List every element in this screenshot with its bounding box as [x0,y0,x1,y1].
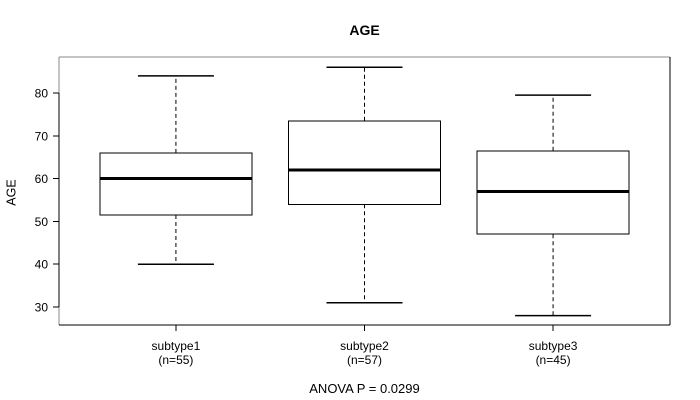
y-tick-label: 80 [35,86,49,100]
category-name: subtype1 [151,339,201,353]
category-n-count: (n=57) [346,353,383,367]
y-tick-label: 60 [35,172,49,186]
y-tick-label: 50 [35,215,49,229]
x-axis-category-label: subtype2 (n=57) [295,339,435,367]
category-name: subtype3 [528,339,578,353]
y-tick-label: 40 [35,258,49,272]
chart-title: AGE [349,22,380,38]
iqr-box [288,120,441,205]
y-tick-label: 70 [35,129,49,143]
anova-annotation: ANOVA P = 0.0299 [309,381,420,396]
iqr-box [99,152,253,216]
category-n-count: (n=45) [535,353,571,367]
category-name: subtype2 [340,339,389,353]
x-axis-category-label: subtype3 (n=45) [483,339,623,367]
x-axis-category-label: subtype1 (n=55) [106,339,246,367]
category-n-count: (n=55) [158,353,194,367]
y-tick-label: 30 [35,301,49,315]
